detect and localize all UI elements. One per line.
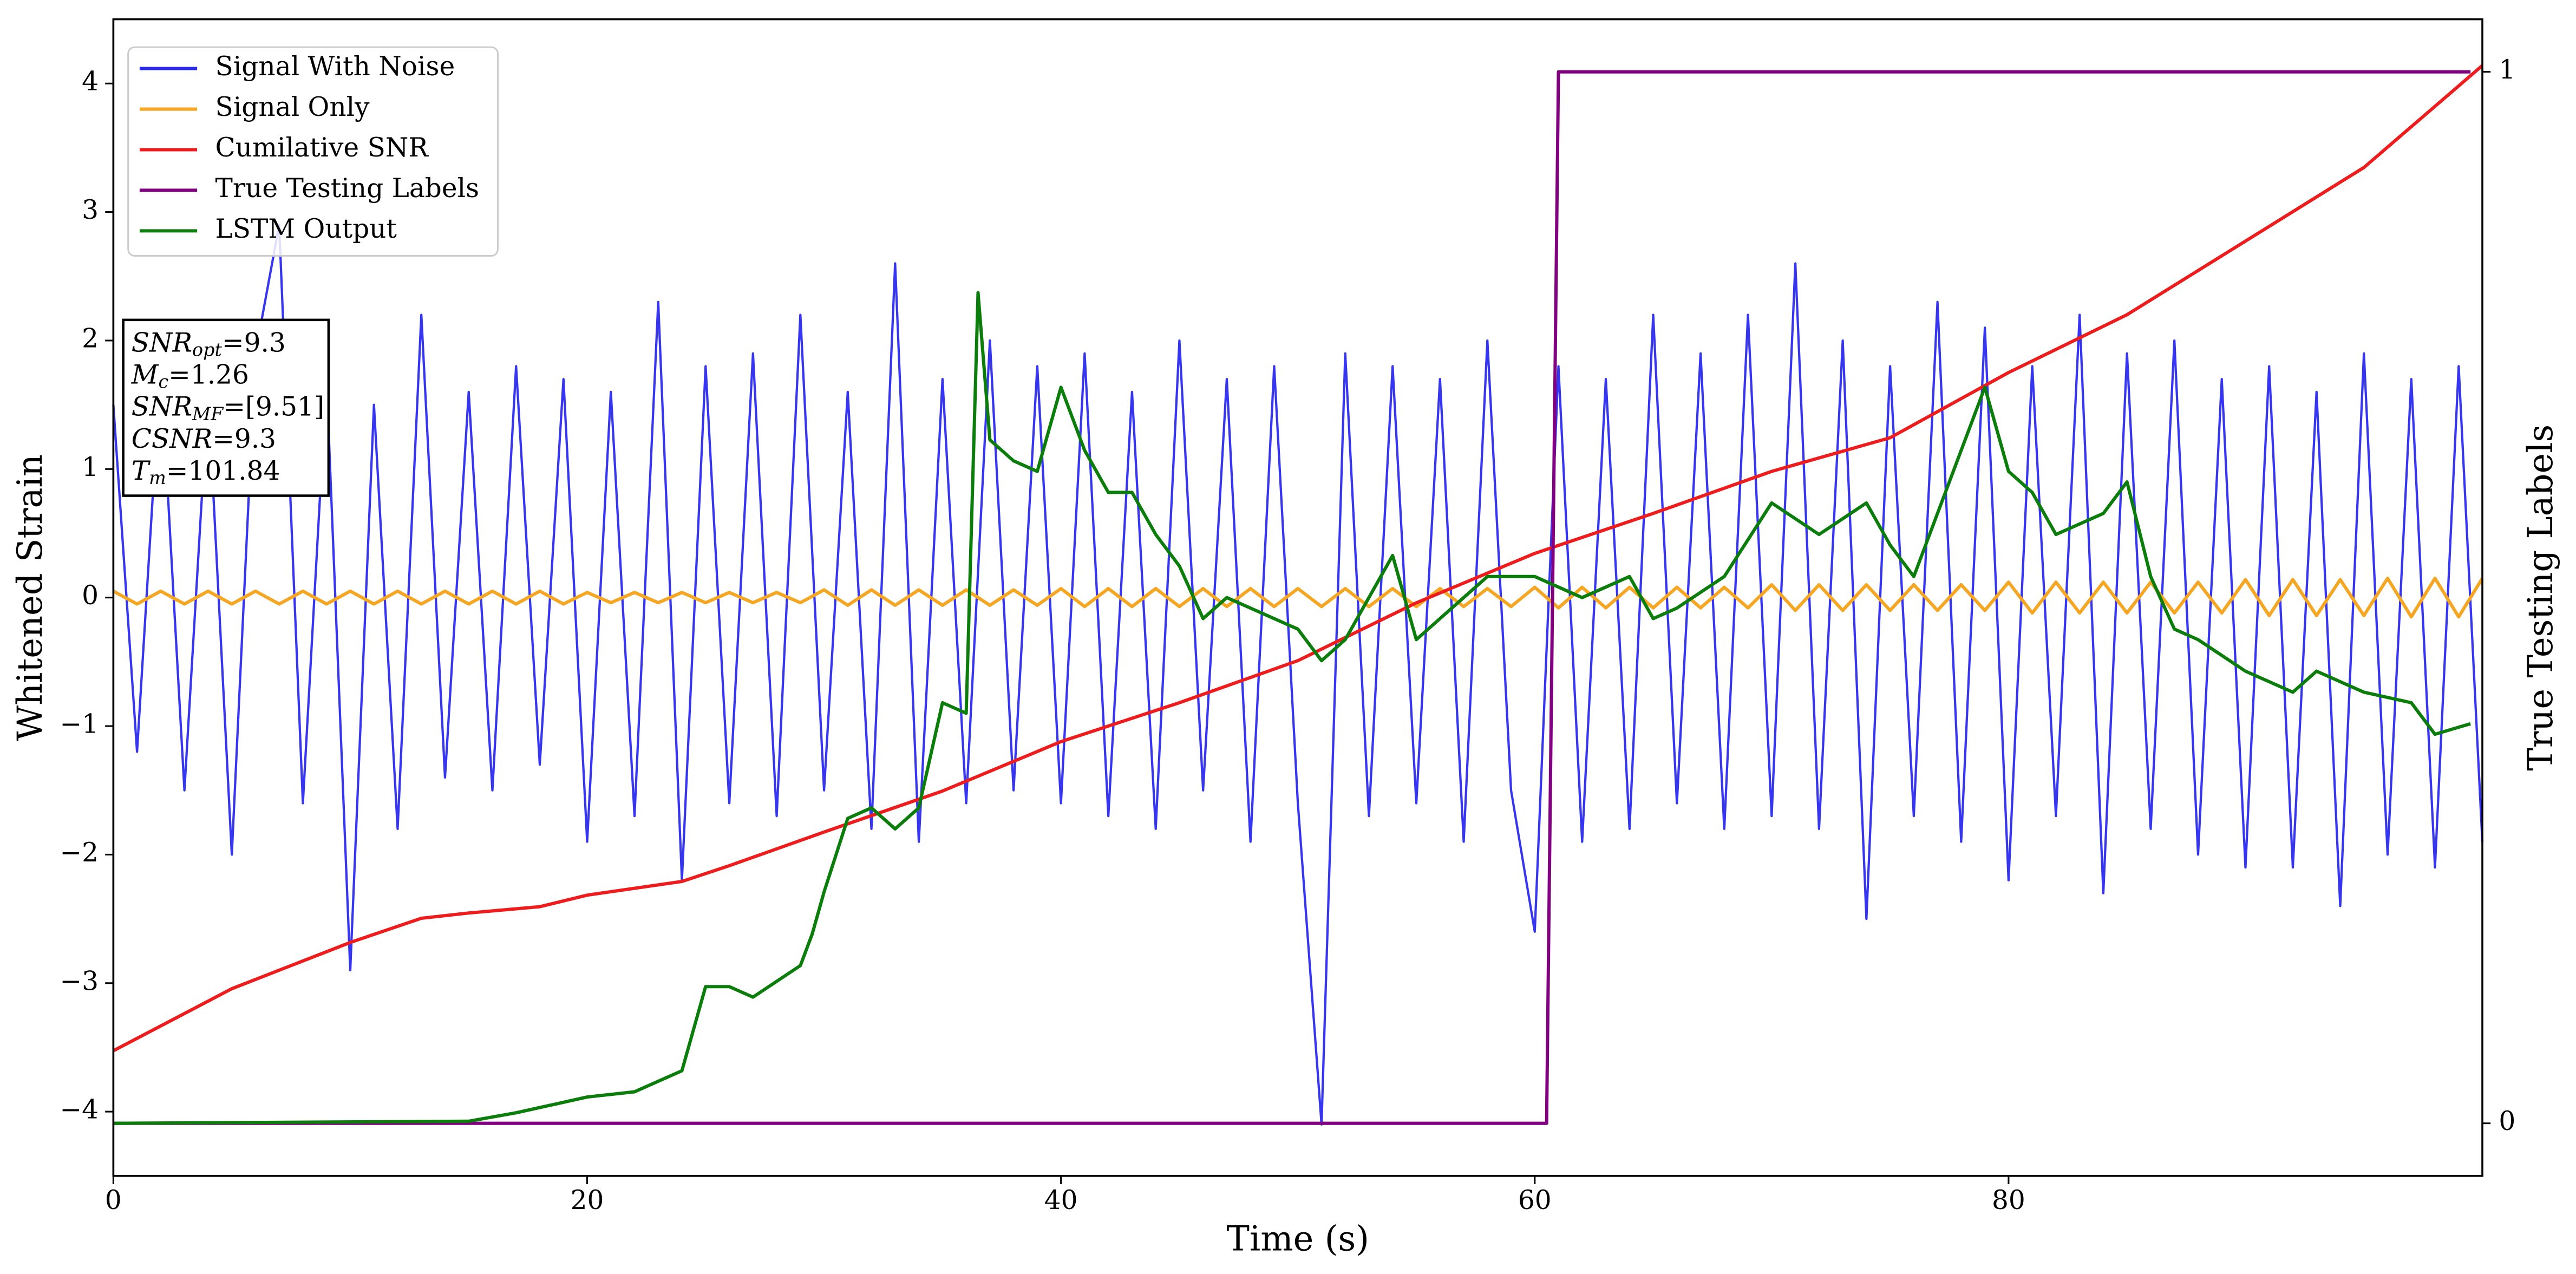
- annotation-text: =1.26: [168, 360, 249, 390]
- legend-label: Signal With Noise: [215, 51, 455, 82]
- y-tick-label: 0: [82, 580, 99, 611]
- annotation-box: [122, 318, 330, 497]
- y-tick-label: −3: [60, 966, 99, 996]
- plot-area: [112, 64, 2484, 1126]
- y2-axis-label: True Testing Labels: [2521, 424, 2561, 771]
- y-tick-label: −4: [60, 1095, 99, 1125]
- annotation: SNRopt=9.3Mc=1.26SNRMF=[9.51]CSNR=9.3Tm=…: [122, 318, 330, 497]
- legend-label: LSTM Output: [215, 214, 397, 244]
- annotation-base: SNR: [132, 328, 192, 358]
- legend-label: Cumilative SNR: [215, 133, 429, 163]
- annotation-line: SNRopt=9.3: [132, 328, 286, 361]
- annotation-text: =9.3: [222, 328, 286, 358]
- annotation-sub: c: [158, 371, 168, 393]
- annotation-base: SNR: [132, 391, 192, 422]
- annotation-text: =101.84: [166, 456, 280, 486]
- y-tick-label: −2: [60, 838, 99, 868]
- legend: Signal With Noise Signal Only Cumilative S…: [127, 46, 499, 257]
- annotation-sub: opt: [192, 339, 222, 361]
- y-tick-label: 4: [82, 67, 99, 97]
- series-line: [112, 577, 2484, 619]
- series-line: [113, 70, 2471, 1125]
- annotation-text: =[9.51]: [223, 391, 324, 422]
- x-tick-label: 80: [1992, 1185, 2025, 1216]
- y-axis-label: Whitened Strain: [10, 454, 50, 741]
- y-tick-label: 1: [82, 452, 99, 482]
- x-axis-label: Time (s): [1226, 1219, 1369, 1259]
- annotation-base: M: [131, 360, 159, 390]
- x-tick-label: 0: [105, 1185, 122, 1216]
- annotation-line: SNRMF=[9.51]: [132, 391, 324, 424]
- series-line: [113, 291, 2472, 1125]
- y2-tick-label: 1: [2499, 55, 2515, 85]
- series-line: [112, 224, 2484, 1126]
- annotation-line: Mc=1.26: [131, 360, 249, 393]
- y2-tick-label: 0: [2499, 1106, 2515, 1136]
- x-tick-label: 20: [571, 1185, 604, 1216]
- y-tick-label: 2: [82, 323, 99, 354]
- annotation-sub: MF: [192, 403, 224, 424]
- y-tick-label: −1: [60, 709, 99, 740]
- legend-box: [127, 46, 499, 257]
- annotation-line: Tm=101.84: [132, 456, 280, 489]
- annotation-base: CSNR: [132, 423, 212, 454]
- series-line: [112, 64, 2484, 1053]
- annotation-line: CSNR=9.3: [132, 423, 276, 454]
- annotation-sub: m: [149, 467, 166, 488]
- legend-label: Signal Only: [215, 92, 370, 122]
- annotation-text: =9.3: [212, 423, 276, 454]
- y-tick-label: 3: [82, 195, 99, 225]
- x-tick-label: 40: [1044, 1185, 1078, 1216]
- x-tick-label: 60: [1518, 1185, 1552, 1216]
- annotation-base: T: [132, 456, 151, 486]
- legend-label: True Testing Labels: [215, 173, 480, 204]
